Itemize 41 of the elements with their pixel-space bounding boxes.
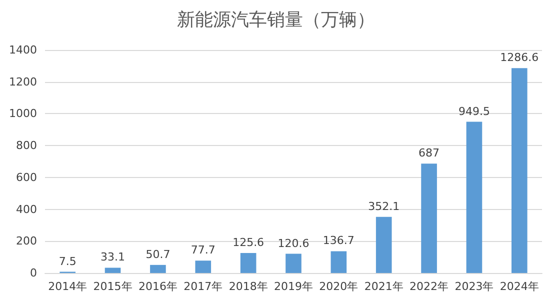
data-label: 1286.6 bbox=[500, 51, 539, 64]
y-tick-label: 400 bbox=[16, 202, 37, 216]
data-label: 120.6 bbox=[278, 236, 310, 250]
y-tick-label: 800 bbox=[16, 139, 37, 152]
bar bbox=[330, 251, 347, 273]
x-tick-label: 2022年 bbox=[410, 280, 449, 293]
bar bbox=[466, 122, 482, 273]
data-label: 687 bbox=[418, 146, 440, 160]
x-tick-label: 2024年 bbox=[500, 280, 539, 293]
bar bbox=[512, 68, 528, 273]
x-tick-label: 2019年 bbox=[274, 280, 313, 293]
bar bbox=[421, 164, 437, 273]
y-tick-label: 1400 bbox=[9, 44, 37, 56]
bar bbox=[376, 216, 392, 273]
data-label: 7.5 bbox=[58, 254, 76, 268]
data-label: 352.1 bbox=[368, 200, 400, 213]
y-tick-label: 600 bbox=[16, 170, 37, 184]
bar bbox=[240, 252, 256, 273]
data-label: 33.1 bbox=[100, 250, 126, 264]
data-label: 50.7 bbox=[146, 248, 170, 261]
chart-title: 新能源汽车销量（万辆） bbox=[177, 10, 375, 30]
x-tick-label: 2023年 bbox=[454, 280, 494, 293]
bar bbox=[104, 268, 121, 273]
bar bbox=[286, 254, 302, 273]
data-label: 949.5 bbox=[458, 104, 490, 118]
x-tick-label: 2020年 bbox=[319, 280, 358, 293]
bar bbox=[150, 264, 166, 273]
y-tick-label: 1000 bbox=[9, 107, 37, 120]
bar bbox=[195, 260, 212, 273]
data-label: 136.7 bbox=[322, 234, 354, 248]
x-tick-label: 2021年 bbox=[364, 280, 404, 293]
data-label: 77.7 bbox=[190, 244, 216, 257]
x-tick-label: 2017年 bbox=[184, 280, 223, 293]
data-label: 125.6 bbox=[232, 236, 264, 249]
x-tick-label: 2015年 bbox=[93, 280, 132, 293]
y-tick-label: 0 bbox=[30, 266, 37, 280]
y-tick-label: 1200 bbox=[9, 75, 37, 88]
x-tick-label: 2016年 bbox=[138, 280, 178, 293]
x-tick-label: 2018年 bbox=[228, 280, 268, 293]
y-tick-label: 200 bbox=[16, 234, 37, 248]
x-tick-label: 2014年 bbox=[48, 280, 88, 293]
